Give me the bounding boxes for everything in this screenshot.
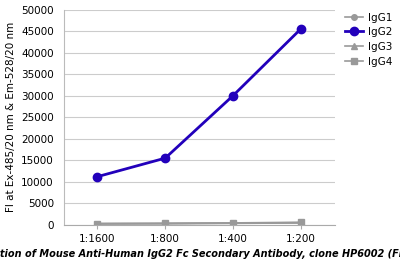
IgG3: [231, 222, 236, 225]
IgG3: [163, 222, 168, 225]
IgG1: [163, 222, 168, 225]
IgG2: [95, 175, 100, 178]
Y-axis label: FI at Ex-485/20 nm & Em-528/20 nm: FI at Ex-485/20 nm & Em-528/20 nm: [6, 22, 16, 212]
IgG2: [298, 27, 303, 30]
X-axis label: Dilution of Mouse Anti-Human IgG2 Fc Secondary Antibody, clone HP6002 (FITC): Dilution of Mouse Anti-Human IgG2 Fc Sec…: [0, 249, 400, 259]
IgG1: [298, 221, 303, 224]
Line: IgG4: IgG4: [95, 219, 304, 226]
Legend: IgG1, IgG2, IgG3, IgG4: IgG1, IgG2, IgG3, IgG4: [342, 10, 394, 69]
IgG1: [95, 222, 100, 225]
IgG2: [231, 94, 236, 97]
IgG1: [231, 222, 236, 225]
IgG4: [298, 221, 303, 224]
IgG3: [298, 221, 303, 224]
IgG4: [163, 222, 168, 225]
Line: IgG2: IgG2: [93, 25, 305, 181]
IgG4: [95, 222, 100, 225]
IgG4: [231, 221, 236, 224]
Line: IgG3: IgG3: [95, 220, 304, 227]
Line: IgG1: IgG1: [95, 220, 304, 226]
IgG2: [163, 157, 168, 160]
IgG3: [95, 222, 100, 226]
